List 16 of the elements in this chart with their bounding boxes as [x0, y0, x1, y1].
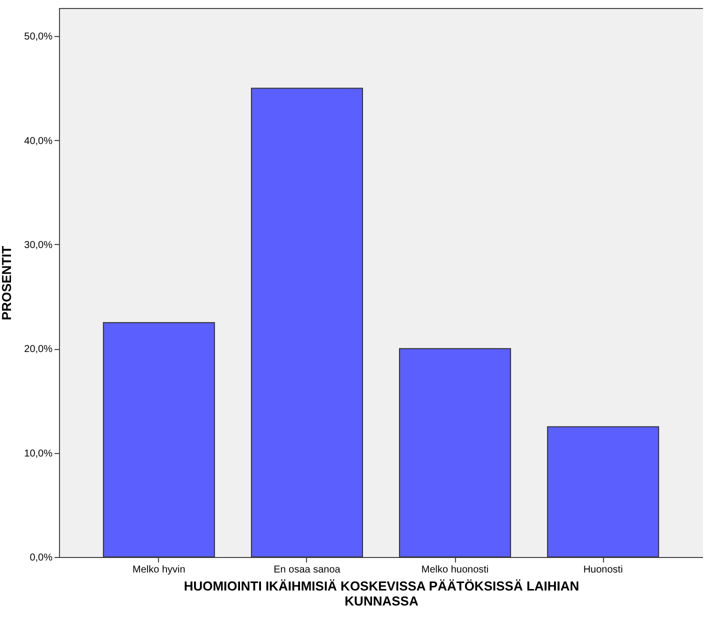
- bar: [399, 348, 512, 558]
- bar: [547, 426, 660, 558]
- y-tick-label: 50,0%: [24, 32, 53, 43]
- bar: [250, 88, 363, 558]
- y-tick-label: 40,0%: [24, 136, 53, 147]
- y-tick-label: 20,0%: [24, 344, 53, 356]
- bar: [102, 322, 215, 558]
- y-tick-label: 10,0%: [24, 448, 53, 460]
- x-tick-label: Melko huonosti: [421, 564, 489, 576]
- y-tick-label: 30,0%: [24, 240, 53, 251]
- y-axis-title: PROSENTIT: [0, 246, 14, 320]
- y-tick-label: 0,0%: [30, 552, 53, 564]
- x-tick-label: En osaa sanoa: [274, 564, 341, 576]
- x-axis-title: HUOMIOINTI IKÄIHMISIÄ KOSKEVISSA PÄÄTÖKSISSÄ LAIHIAN KUNNASSA: [184, 578, 580, 608]
- x-tick-label: Huonosti: [583, 564, 623, 576]
- x-tick-label: Melko hyvin: [132, 564, 186, 576]
